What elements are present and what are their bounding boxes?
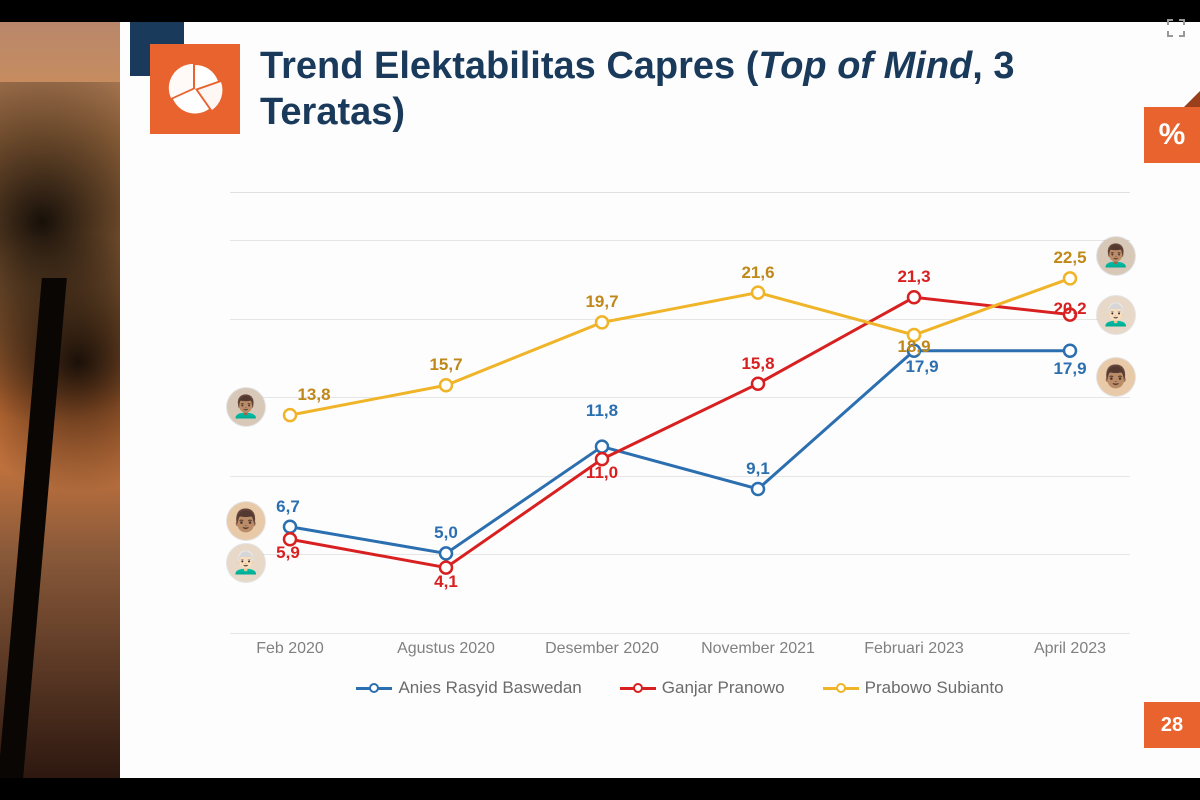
data-point-label: 4,1 <box>434 572 458 592</box>
candidate-avatar: 👨🏻‍🦳 <box>1097 296 1135 334</box>
series-marker <box>440 547 452 559</box>
x-axis-label: Feb 2020 <box>256 640 324 658</box>
x-axis-label: Desember 2020 <box>545 640 659 658</box>
data-point-label: 11,0 <box>586 463 618 483</box>
data-point-label: 15,8 <box>741 354 774 374</box>
percent-symbol: % <box>1159 118 1186 152</box>
series-marker <box>596 441 608 453</box>
title-italic: Top of Mind <box>758 45 972 87</box>
candidate-avatar: 👨🏽‍🦱 <box>227 388 265 426</box>
legend-swatch <box>620 687 656 690</box>
sidebar-photo <box>0 22 120 778</box>
legend-label: Anies Rasyid Baswedan <box>398 678 581 698</box>
x-axis-label: Agustus 2020 <box>397 640 495 658</box>
presentation-frame: Trend Elektabilitas Capres (Top of Mind,… <box>0 22 1200 778</box>
legend-item: Ganjar Pranowo <box>620 678 785 698</box>
page-number-badge: 28 <box>1144 702 1200 748</box>
chart-legend: Anies Rasyid Baswedan Ganjar Pranowo Prabo… <box>210 678 1150 698</box>
legend-item: Anies Rasyid Baswedan <box>356 678 581 698</box>
data-point-label: 19,7 <box>585 292 618 312</box>
legend-item: Prabowo Subianto <box>823 678 1004 698</box>
pie-chart-icon <box>150 44 240 134</box>
series-marker <box>908 291 920 303</box>
series-marker <box>752 483 764 495</box>
series-marker <box>440 379 452 391</box>
data-point-label: 22,5 <box>1053 248 1086 268</box>
series-marker <box>596 316 608 328</box>
data-point-label: 9,1 <box>746 459 770 479</box>
series-marker <box>284 409 296 421</box>
page-number: 28 <box>1161 714 1183 737</box>
data-point-label: 11,8 <box>586 401 618 421</box>
data-point-label: 21,3 <box>897 267 930 287</box>
candidate-avatar: 👨🏽 <box>1097 358 1135 396</box>
data-point-label: 5,9 <box>276 543 300 563</box>
data-point-label: 5,0 <box>434 523 458 543</box>
chart-lines <box>230 192 1130 632</box>
legend-label: Prabowo Subianto <box>865 678 1004 698</box>
data-point-label: 17,9 <box>905 357 938 377</box>
data-point-label: 17,9 <box>1053 359 1086 379</box>
series-marker <box>752 287 764 299</box>
data-point-label: 21,6 <box>741 263 774 283</box>
data-point-label: 20,2 <box>1053 299 1086 319</box>
candidate-avatar: 👨🏻‍🦳 <box>227 544 265 582</box>
chart-gridline <box>230 633 1130 634</box>
x-axis-label: Februari 2023 <box>864 640 964 658</box>
chart-x-labels: Feb 2020 Agustus 2020 Desember 2020 Novembe… <box>230 640 1130 664</box>
legend-label: Ganjar Pranowo <box>662 678 785 698</box>
legend-swatch <box>823 687 859 690</box>
data-point-label: 13,8 <box>297 385 330 405</box>
series-marker <box>1064 345 1076 357</box>
series-line <box>290 278 1070 415</box>
data-point-label: 18,9 <box>897 337 930 357</box>
x-axis-label: November 2021 <box>701 640 815 658</box>
series-line <box>290 351 1070 554</box>
series-marker <box>284 521 296 533</box>
data-point-label: 6,7 <box>276 497 300 517</box>
fullscreen-icon[interactable] <box>1166 18 1188 40</box>
candidate-avatar: 👨🏽‍🦱 <box>1097 237 1135 275</box>
data-point-label: 15,7 <box>429 355 462 375</box>
slide-title: Trend Elektabilitas Capres (Top of Mind,… <box>260 44 1110 135</box>
legend-swatch <box>356 687 392 690</box>
slide-content: Trend Elektabilitas Capres (Top of Mind,… <box>120 22 1200 778</box>
title-text-1: Trend Elektabilitas Capres ( <box>260 45 758 87</box>
series-line <box>290 297 1070 567</box>
series-marker <box>752 378 764 390</box>
series-marker <box>1064 272 1076 284</box>
electability-chart: Feb 2020 Agustus 2020 Desember 2020 Novembe… <box>210 192 1150 712</box>
percent-badge: % <box>1144 107 1200 163</box>
candidate-avatar: 👨🏽 <box>227 502 265 540</box>
percent-tab-fold <box>1184 91 1200 107</box>
x-axis-label: April 2023 <box>1034 640 1106 658</box>
